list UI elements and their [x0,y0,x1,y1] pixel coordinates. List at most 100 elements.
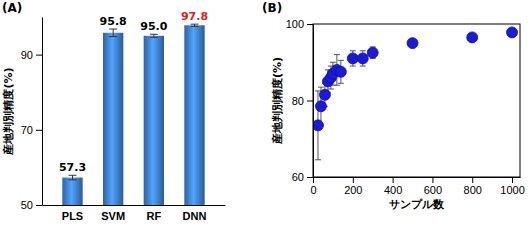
x-axis-tick: RF [146,205,161,222]
y-axis-tick: 80 [292,95,313,107]
panel-title: (B) [262,1,282,15]
error-bar-cap [360,66,366,67]
x-axis-tick-label: 800 [464,184,482,196]
error-bar-cap [350,50,356,51]
y-axis-tick: 100 [286,18,313,30]
chart-root: 50 70 90 PLS SVM RF DNN 57.3 95.8 95.0 97.8 産地判別精度(… [0,0,531,227]
y-axis-tick-label: 80 [292,95,304,107]
bar [144,36,164,205]
x-axis-line [43,205,226,206]
point [367,47,378,58]
bar [62,178,82,205]
y-axis-tick: 70 [21,124,42,136]
x-axis-tick: 400 [384,177,402,196]
x-axis-tick: PLS [62,205,83,222]
x-axis-tick: 800 [464,177,482,196]
panel-a: 50 70 90 PLS SVM RF DNN 57.3 95.8 95.0 97.8 産地判別精度(… [2,1,226,222]
error-bar-cap [315,90,321,91]
x-axis-tick: 200 [344,177,362,196]
x-axis-tick-label: RF [146,210,161,222]
point [335,66,346,77]
x-axis-tick-mark [393,177,394,183]
y-axis-line [313,25,314,178]
y-axis-tick-mark [36,130,42,131]
point [357,53,368,64]
error-bar-stem [113,29,114,37]
y-axis-tick-label: 100 [286,18,304,30]
x-axis-tick: 0 [310,177,316,196]
error-bar-cap [360,50,366,51]
error-bar-cap [69,175,77,176]
error-bar [69,175,77,180]
x-axis-tick: SVM [101,205,125,222]
error-bar [191,24,199,26]
x-axis-tick-label: PLS [62,210,83,222]
y-axis-tick-mark [36,205,42,206]
bar [103,33,123,205]
x-axis-tick-label: SVM [101,210,125,222]
point [315,101,326,112]
y-axis: 50 70 90 [21,18,43,212]
y-axis-tick-mark [36,55,42,56]
x-axis-tick-label: 0 [310,184,316,196]
y-axis-tick: 50 [21,199,42,211]
error-bar-cap [334,85,340,86]
error-bar-cap [315,159,321,160]
x-axis: PLS SVM RF DNN [43,205,226,222]
x-axis-tick-label: 200 [344,184,362,196]
data-label: 95.8 [100,15,127,28]
error-bar-cap [334,54,340,55]
x-axis-tick-mark [432,177,433,183]
x-axis-tick-mark [472,177,473,183]
error-bar-cap [330,62,336,63]
y-axis-title: 産地判別精度(%) [271,57,284,145]
x-axis-tick-mark [512,177,513,183]
y-axis-tick-label: 70 [21,124,33,136]
error-bar-cap [109,29,117,30]
y-axis: 60 80 100 [286,18,314,183]
error-bar-cap [150,34,158,35]
error-bar-cap [318,87,324,88]
x-axis-tick-mark [313,177,314,183]
panel-title: (A) [2,1,22,15]
x-axis-title: サンプル数 [389,198,445,211]
x-axis-tick-label: 1000 [500,184,524,196]
plot-area [62,24,204,205]
plot-frame [313,24,520,177]
y-axis-tick: 60 [292,171,313,183]
y-axis-tick-mark [307,177,313,178]
point [319,89,330,100]
y-axis-tick-label: 90 [21,49,33,61]
x-axis-tick-label: 600 [424,184,442,196]
point [467,32,478,43]
panel-b: 608010002004006008001000サンプル数産地判別精度(%)(B… [262,1,525,211]
point [507,27,518,38]
point [407,38,418,49]
y-axis-tick-mark [307,101,313,102]
x-axis-tick-label: 400 [384,184,402,196]
x-axis-tick: DNN [183,205,207,222]
plot-area [313,27,518,160]
data-label: 97.8 [181,10,208,23]
error-bar-cap [328,89,334,90]
x-axis-line [314,177,521,178]
error-bar-cap [338,60,344,61]
x-axis: 0 200 400 600 800 1000 [310,177,524,196]
y-axis-line [42,18,43,206]
x-axis-tick-label: DNN [183,210,207,222]
x-axis-tick-mark [353,177,354,183]
error-bar-stem [72,175,73,180]
y-axis-title: 産地判別精度(%) [2,67,15,155]
y-axis-tick-mark [307,24,313,25]
y-axis-tick-label: 60 [292,171,304,183]
point [347,53,358,64]
data-label: 95.0 [140,20,167,33]
error-bar-cap [350,66,356,67]
error-bar [150,34,158,37]
y-axis-tick: 90 [21,49,42,61]
bar [184,25,204,205]
point [313,120,323,131]
error-bar-cap [338,83,344,84]
data-label: 57.3 [59,161,86,174]
error-bar-cap [191,26,199,27]
